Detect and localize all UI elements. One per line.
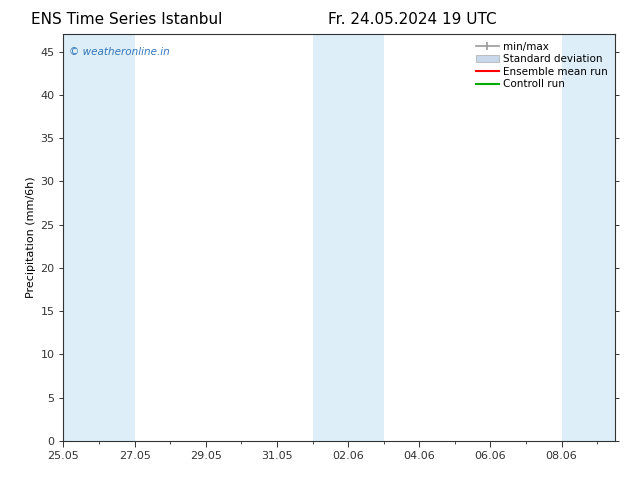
Y-axis label: Precipitation (mm/6h): Precipitation (mm/6h) xyxy=(26,177,36,298)
Legend: min/max, Standard deviation, Ensemble mean run, Controll run: min/max, Standard deviation, Ensemble me… xyxy=(474,40,610,92)
Text: Fr. 24.05.2024 19 UTC: Fr. 24.05.2024 19 UTC xyxy=(328,12,496,27)
Text: © weatheronline.in: © weatheronline.in xyxy=(69,47,170,56)
Bar xyxy=(562,34,615,441)
Bar xyxy=(63,34,134,441)
Bar xyxy=(313,34,384,441)
Text: ENS Time Series Istanbul: ENS Time Series Istanbul xyxy=(31,12,223,27)
